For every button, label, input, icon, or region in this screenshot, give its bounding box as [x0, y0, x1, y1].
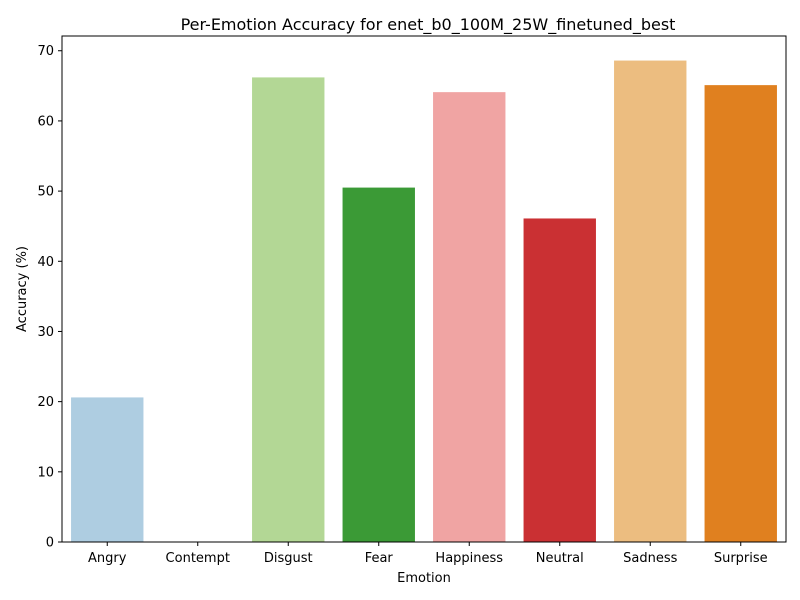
bar-sadness	[614, 60, 687, 542]
x-tick-label: Disgust	[264, 551, 313, 566]
bar-happiness	[433, 92, 506, 543]
x-axis-ticks: Angry Contempt Disgust Fear Happiness Neutral…	[88, 542, 768, 566]
y-tick-label: 50	[37, 185, 54, 200]
x-tick-label: Sadness	[623, 551, 677, 566]
bar-surprise	[704, 85, 777, 542]
y-tick-label: 30	[37, 325, 54, 340]
x-tick-label: Neutral	[536, 551, 584, 566]
bar-neutral	[523, 218, 596, 542]
plot-frame	[61, 35, 787, 543]
y-tick-label: 10	[37, 465, 54, 480]
bar-angry	[71, 397, 144, 542]
y-axis-ticks: 0 10 20 30 40 50 60 70	[37, 44, 62, 551]
chart-title: Per-Emotion Accuracy for enet_b0_100M_25…	[181, 15, 676, 35]
bar-disgust	[252, 77, 325, 543]
y-tick-label: 60	[37, 114, 54, 129]
bars-group	[71, 60, 777, 543]
x-axis-label: Emotion	[397, 571, 451, 586]
bar-fear	[342, 187, 415, 542]
x-tick-label: Surprise	[714, 551, 768, 566]
y-tick-label: 20	[37, 395, 54, 410]
x-tick-label: Angry	[88, 551, 127, 566]
y-tick-label: 0	[46, 536, 54, 551]
x-tick-label: Happiness	[435, 551, 503, 566]
x-tick-label: Contempt	[166, 551, 230, 566]
y-tick-label: 70	[37, 44, 54, 59]
x-tick-label: Fear	[365, 551, 394, 566]
y-axis-label: Accuracy (%)	[15, 246, 30, 332]
y-tick-label: 40	[37, 255, 54, 270]
